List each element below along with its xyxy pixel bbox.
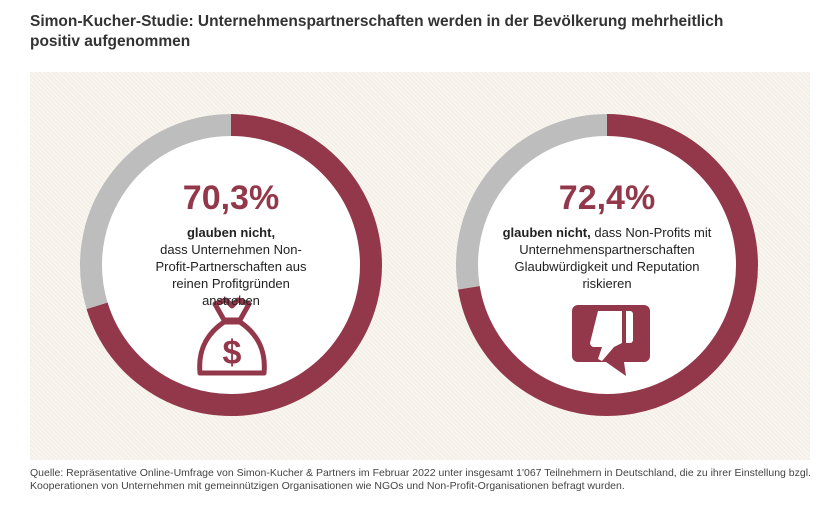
donut-center [80, 114, 382, 416]
statement-bold: glauben nicht, [502, 225, 591, 240]
percentage-value: 70,3% [182, 179, 280, 217]
donut-slice-value [458, 114, 758, 416]
donut-1-label: 70,3% glauben nicht, dass Unternehmen No… [121, 178, 341, 309]
donut-chart-1 [80, 114, 382, 416]
statement-text: dass Unternehmen Non-Profit-Partnerschaf… [155, 242, 307, 308]
chart-title: Simon-Kucher-Studie: Unternehmenspartner… [30, 13, 724, 50]
donut-center [456, 114, 758, 416]
donut-slice-remainder [456, 114, 608, 290]
statement: glauben nicht, dass Non-Profits mit Unte… [492, 224, 722, 292]
money-bag-icon: $ [197, 297, 267, 376]
thumbs-down-speech-bubble-icon [572, 305, 650, 376]
percentage-value: 72,4% [558, 179, 656, 217]
svg-text:$: $ [223, 334, 242, 372]
donut-slice-value [86, 114, 382, 416]
donut-slice-remainder [80, 114, 232, 309]
statement-bold: glauben nicht, [186, 225, 276, 240]
donut-chart-2 [456, 114, 758, 416]
statement-text: dass Non-Profits mit Unternehmenspartner… [514, 225, 712, 291]
donut-2-label: 72,4% glauben nicht, dass Non-Profits mi… [492, 178, 722, 292]
source-note: Quelle: Repräsentative Online-Umfrage vo… [30, 467, 811, 492]
